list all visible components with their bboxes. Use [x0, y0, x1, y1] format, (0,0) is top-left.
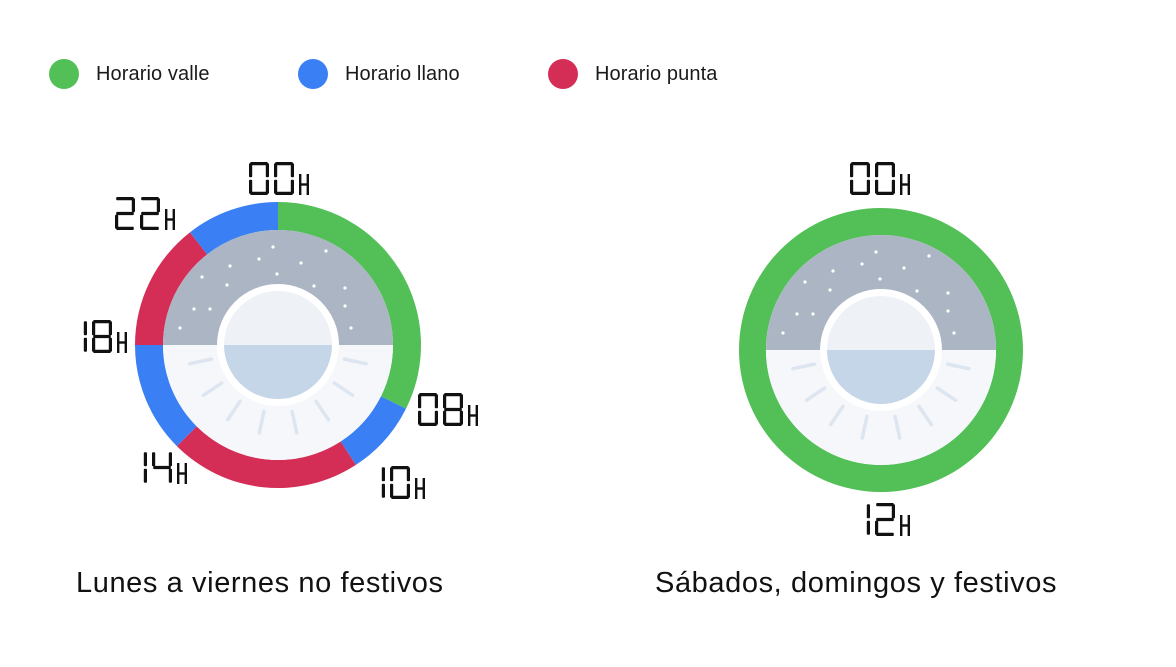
ring-segment: [135, 345, 197, 447]
legend-item-llano: Horario llano: [298, 59, 460, 89]
ring-segment: [278, 202, 421, 409]
hour-label-12h: [866, 503, 910, 536]
legend-label: Horario valle: [96, 62, 210, 85]
stars-icon: [178, 245, 353, 330]
weekend-clock-chart: [739, 162, 1023, 536]
ring-segment: [189, 202, 278, 255]
tariff-ring: [135, 202, 421, 489]
hour-label-14h: [143, 452, 187, 484]
legend-item-valle: Horario valle: [49, 59, 210, 89]
ring-segment: [176, 426, 356, 489]
ring-segment: [135, 232, 208, 345]
hour-label-10h: [381, 466, 425, 499]
sun-rays-icon: [791, 362, 971, 440]
hour-label-08h: [418, 393, 478, 426]
legend-swatch-blue: [298, 59, 328, 89]
hour-label-00h: [850, 162, 910, 195]
stars-icon: [781, 250, 956, 335]
legend-item-punta: Horario punta: [548, 59, 717, 89]
ring-segment: [340, 396, 406, 465]
weekend-caption: Sábados, domingos y festivos: [655, 567, 1058, 599]
weekday-caption: Lunes a viernes no festivos: [76, 567, 444, 599]
hour-label-22h: [115, 197, 175, 230]
legend-label: Horario punta: [595, 62, 718, 85]
hour-label-00h: [249, 162, 309, 195]
sun-rays-icon: [188, 357, 368, 435]
sun-moon-icon: [820, 289, 942, 411]
legend-swatch-red: [548, 59, 578, 89]
sun-moon-icon: [217, 284, 339, 406]
legend-swatch-green: [49, 59, 79, 89]
hour-label-18h: [83, 320, 127, 353]
legend-label: Horario llano: [345, 62, 460, 85]
weekday-clock-chart: [83, 162, 478, 499]
